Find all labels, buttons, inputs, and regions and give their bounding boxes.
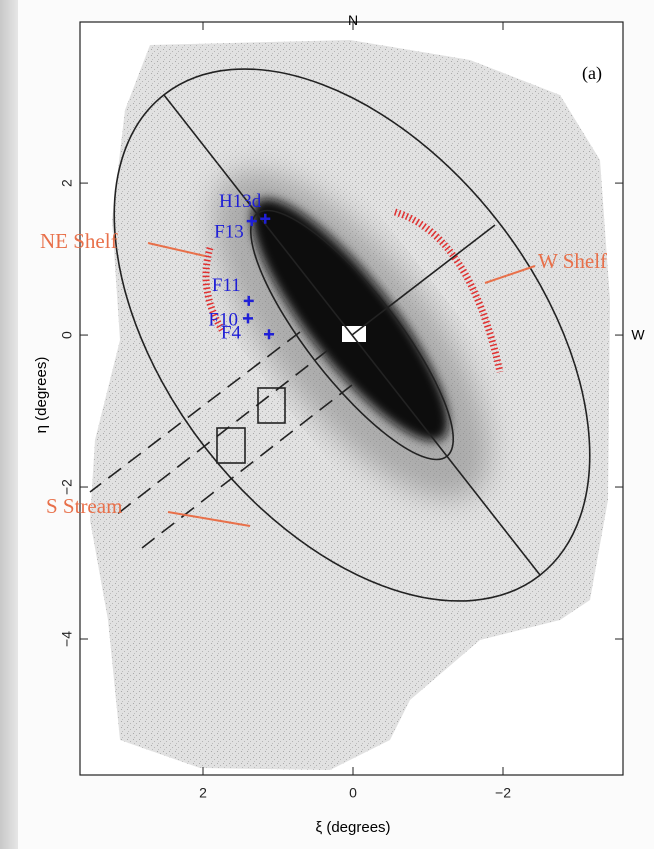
- x-tick-label: 0: [349, 785, 357, 801]
- point-label: H13d: [219, 191, 262, 212]
- y-tick-label: 2: [59, 179, 75, 187]
- point-label: F11: [212, 275, 241, 296]
- ne-shelf-label: NE Shelf: [40, 229, 118, 253]
- s-stream-label: S Stream: [46, 494, 122, 518]
- figure: (a) N W NE Shelf W Shelf S Stream ξ (deg…: [0, 0, 654, 849]
- y-axis-label: η (degrees): [33, 357, 50, 434]
- y-tick-label: −4: [59, 631, 75, 647]
- west-label: W: [631, 327, 645, 343]
- point-label: F13: [214, 221, 244, 242]
- y-tick-label: 0: [59, 331, 75, 339]
- point-label: F10: [208, 310, 238, 331]
- y-tick-label: −2: [59, 479, 75, 495]
- x-tick-label: −2: [495, 785, 511, 801]
- page-edge: [0, 0, 18, 849]
- x-tick-label: 2: [199, 785, 207, 801]
- w-shelf-label: W Shelf: [538, 249, 607, 273]
- panel-label: (a): [582, 63, 602, 84]
- x-axis-label: ξ (degrees): [315, 819, 390, 836]
